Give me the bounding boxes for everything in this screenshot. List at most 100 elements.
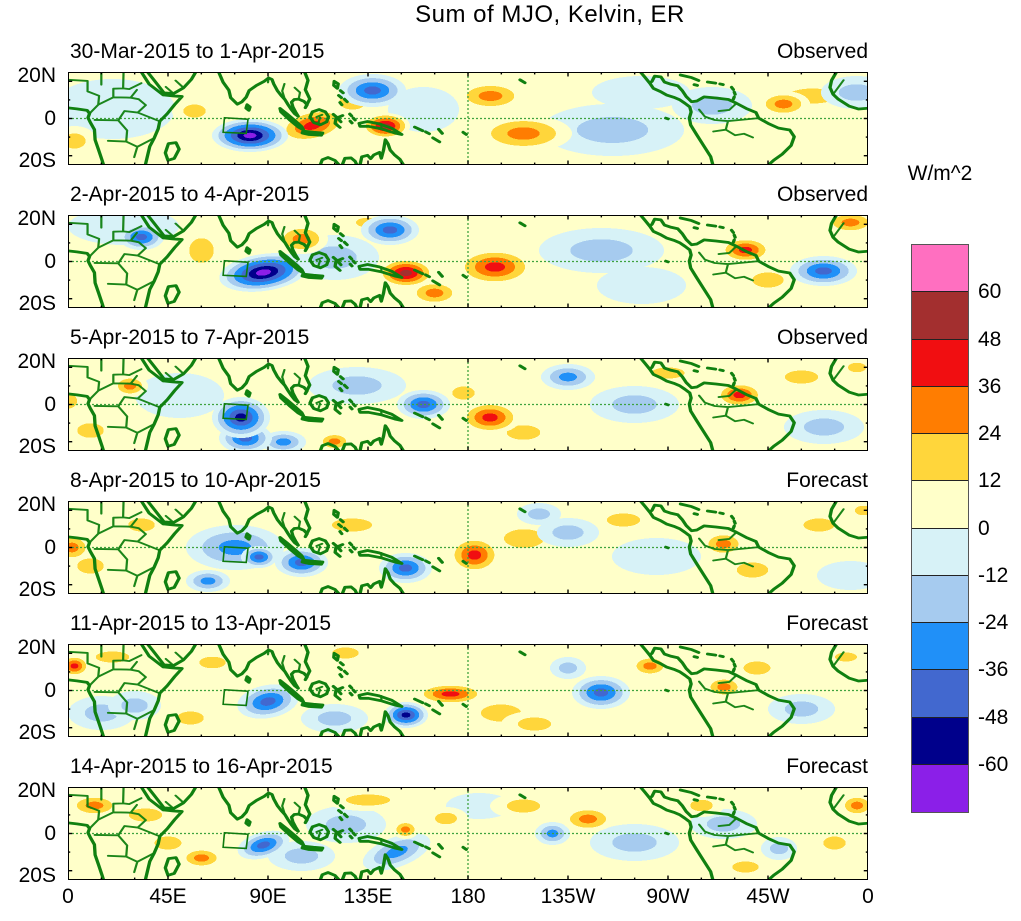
negative-anomaly [241,545,277,568]
map-overlay [68,358,868,451]
x-tick-label: 0 [862,885,874,908]
y-tick-label: 0 [44,535,56,559]
x-tick-label: 90W [646,885,690,908]
panel-2: 2-Apr-2015 to 4-Apr-2015 Observed 20N 0 20S [0,181,1021,324]
map-4 [68,501,868,594]
region-box [223,833,248,849]
positive-anomaly [423,807,468,830]
y-tick-label: 20S [18,435,56,458]
negative-anomaly [134,372,224,418]
negative-anomaly [212,118,288,152]
map-overlay [68,787,868,880]
colorbar-segment [912,528,968,576]
y-tick-label: 20S [18,721,56,744]
negative-anomaly [361,215,420,245]
panel-source-label: Forecast [786,755,868,778]
colorbar [911,244,969,813]
panel-date-range: 2-Apr-2015 to 4-Apr-2015 [70,183,310,206]
positive-anomaly [768,363,835,390]
positive-anomaly [561,805,615,832]
positive-anomaly [68,794,122,817]
colorbar-tick-label: 36 [978,374,1002,398]
negative-anomaly [572,675,631,710]
x-tick-label: 45W [746,885,790,908]
negative-anomaly [261,430,306,451]
colorbar-tick-label: 0 [978,516,990,540]
negative-anomaly [596,267,686,305]
positive-anomaly [112,374,148,398]
positive-anomaly [701,530,746,557]
colorbar-segment [912,386,968,434]
positive-anomaly [845,501,868,520]
y-tick-label: 20S [18,578,56,601]
y-tick-label: 20S [18,864,56,887]
y-tick-label: 20N [17,64,56,87]
figure-title: Sum of MJO, Kelvin, ER [415,1,685,28]
negative-anomaly [539,228,664,273]
negative-anomaly [541,363,595,390]
colorbar-tick-label: -60 [978,752,1009,776]
panel-5: 11-Apr-2015 to 13-Apr-2015 Forecast 20N 0 20… [0,610,1021,753]
negative-anomaly [761,837,797,860]
positive-anomaly [839,358,868,377]
positive-anomaly [788,512,851,539]
panel-date-range: 11-Apr-2015 to 13-Apr-2015 [70,612,332,635]
panel-source-label: Observed [776,40,868,63]
map-overlay [68,644,868,737]
map-6 [68,787,868,880]
map-overlay [68,215,868,308]
panel-source-label: Observed [776,183,868,206]
negative-anomaly [301,703,368,734]
positive-anomaly [823,647,868,667]
positive-anomaly [319,644,373,665]
negative-anomaly [185,569,231,593]
colorbar-title: W/m^2 [907,162,973,185]
map-2 [68,215,868,308]
negative-anomaly [612,538,702,576]
positive-anomaly [474,114,573,152]
region-box [223,404,248,420]
positive-anomaly [179,846,224,869]
region-box [223,261,248,277]
panel-4: 8-Apr-2015 to 10-Apr-2015 Forecast 20N 0 20S [0,467,1021,610]
positive-anomaly [68,415,117,446]
region-box [223,118,248,134]
map-overlay [68,501,868,594]
negative-anomaly [783,410,864,444]
panel-date-range: 14-Apr-2015 to 16-Apr-2015 [70,755,333,778]
positive-anomaly [590,506,657,533]
colorbar-tick-label: -24 [978,611,1009,634]
negative-anomaly [119,224,164,251]
colorbar-segment [912,575,968,623]
positive-anomaly [68,125,97,156]
panel-3: 5-Apr-2015 to 7-Apr-2015 Observed 20N 0 20S [0,324,1021,467]
x-tick-label: 135E [343,885,393,908]
colorbar-segment [912,764,968,812]
panel-date-range: 30-Mar-2015 to 1-Apr-2015 [70,40,325,63]
y-tick-label: 20N [17,207,56,230]
y-tick-label: 20N [17,350,56,373]
positive-anomaly [679,794,724,817]
y-tick-label: 20S [18,292,56,315]
colorbar-tick-label: -36 [978,658,1009,682]
y-tick-label: 20N [17,636,56,659]
colorbar-segment [912,434,968,482]
y-tick-label: 0 [44,678,56,702]
positive-anomaly [112,801,180,828]
y-tick-label: 20S [18,149,56,172]
positive-anomaly [312,512,393,539]
colorbar-segment [912,670,968,718]
positive-anomaly [756,90,811,117]
positive-anomaly [323,788,413,812]
colorbar-segment [912,481,968,529]
map-overlay [68,72,868,165]
positive-anomaly [163,705,217,732]
colorbar-tick-label: 24 [978,422,1002,445]
colorbar-segment [912,245,968,293]
positive-anomaly [79,645,146,669]
map-5 [68,644,868,737]
map-1 [68,72,868,165]
region-box [223,547,248,563]
y-tick-label: 20N [17,493,56,516]
